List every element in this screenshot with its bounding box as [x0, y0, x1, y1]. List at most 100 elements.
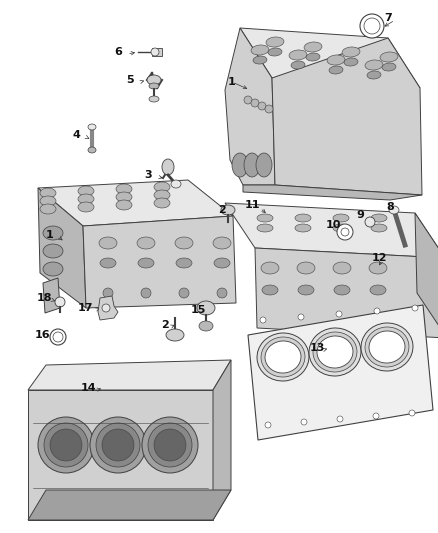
Text: 7: 7: [384, 13, 392, 23]
Circle shape: [374, 308, 380, 314]
Ellipse shape: [262, 285, 278, 295]
Polygon shape: [225, 203, 438, 258]
Polygon shape: [248, 305, 433, 440]
Circle shape: [258, 102, 266, 110]
Ellipse shape: [166, 329, 184, 341]
Circle shape: [90, 417, 146, 473]
Circle shape: [298, 314, 304, 320]
Ellipse shape: [261, 262, 279, 274]
Ellipse shape: [149, 96, 159, 102]
Ellipse shape: [329, 66, 343, 74]
Ellipse shape: [43, 244, 63, 258]
Ellipse shape: [369, 331, 405, 363]
Circle shape: [50, 429, 82, 461]
Ellipse shape: [43, 226, 63, 240]
Ellipse shape: [40, 188, 56, 198]
Ellipse shape: [333, 262, 351, 274]
Ellipse shape: [78, 202, 94, 212]
Ellipse shape: [199, 321, 213, 331]
Ellipse shape: [365, 327, 409, 367]
Ellipse shape: [289, 50, 307, 60]
Ellipse shape: [78, 186, 94, 196]
Ellipse shape: [295, 214, 311, 222]
Ellipse shape: [162, 159, 174, 175]
Ellipse shape: [149, 83, 159, 89]
Ellipse shape: [253, 56, 267, 64]
Text: 6: 6: [114, 47, 122, 57]
Ellipse shape: [257, 224, 273, 232]
Ellipse shape: [257, 333, 309, 381]
Ellipse shape: [99, 237, 117, 249]
Circle shape: [337, 224, 353, 240]
Polygon shape: [225, 28, 275, 185]
Polygon shape: [152, 48, 162, 56]
Ellipse shape: [291, 61, 305, 69]
Circle shape: [336, 311, 342, 317]
Polygon shape: [43, 278, 60, 313]
Ellipse shape: [176, 258, 192, 268]
Ellipse shape: [40, 196, 56, 206]
Circle shape: [364, 18, 380, 34]
Text: 3: 3: [144, 170, 152, 180]
Circle shape: [142, 417, 198, 473]
Ellipse shape: [306, 53, 320, 61]
Ellipse shape: [88, 124, 96, 130]
Ellipse shape: [137, 237, 155, 249]
Ellipse shape: [256, 153, 272, 177]
Ellipse shape: [78, 194, 94, 204]
Ellipse shape: [154, 182, 170, 192]
Circle shape: [251, 99, 259, 107]
Ellipse shape: [298, 285, 314, 295]
Circle shape: [365, 217, 375, 227]
Circle shape: [151, 48, 159, 56]
Circle shape: [55, 297, 65, 307]
Polygon shape: [38, 188, 86, 308]
Ellipse shape: [251, 45, 269, 55]
Polygon shape: [255, 248, 438, 338]
Ellipse shape: [382, 63, 396, 71]
Ellipse shape: [232, 153, 248, 177]
Text: 18: 18: [36, 293, 52, 303]
Ellipse shape: [116, 192, 132, 202]
Ellipse shape: [297, 262, 315, 274]
Polygon shape: [28, 360, 231, 390]
Text: 1: 1: [228, 77, 236, 87]
Ellipse shape: [43, 262, 63, 276]
Circle shape: [96, 423, 140, 467]
Ellipse shape: [342, 47, 360, 57]
Ellipse shape: [257, 214, 273, 222]
Circle shape: [102, 304, 110, 312]
Ellipse shape: [116, 200, 132, 210]
Ellipse shape: [221, 205, 235, 215]
Circle shape: [141, 288, 151, 298]
Circle shape: [179, 288, 189, 298]
Ellipse shape: [88, 147, 96, 153]
Polygon shape: [83, 216, 236, 308]
Ellipse shape: [100, 258, 116, 268]
Ellipse shape: [371, 214, 387, 222]
Circle shape: [102, 429, 134, 461]
Circle shape: [412, 305, 418, 311]
Ellipse shape: [365, 60, 383, 70]
Ellipse shape: [265, 341, 301, 373]
Ellipse shape: [295, 224, 311, 232]
Ellipse shape: [197, 301, 215, 315]
Ellipse shape: [333, 214, 349, 222]
Circle shape: [341, 228, 349, 236]
Ellipse shape: [334, 285, 350, 295]
Circle shape: [265, 422, 271, 428]
Polygon shape: [28, 490, 231, 520]
Text: 11: 11: [244, 200, 260, 210]
Ellipse shape: [327, 55, 345, 65]
Text: 14: 14: [80, 383, 96, 393]
Text: 16: 16: [34, 330, 50, 340]
Ellipse shape: [213, 237, 231, 249]
Text: 8: 8: [386, 202, 394, 212]
Text: 10: 10: [325, 220, 341, 230]
Circle shape: [50, 329, 66, 345]
Ellipse shape: [371, 224, 387, 232]
Ellipse shape: [367, 71, 381, 79]
Circle shape: [103, 288, 113, 298]
Polygon shape: [28, 390, 213, 520]
Circle shape: [360, 14, 384, 38]
